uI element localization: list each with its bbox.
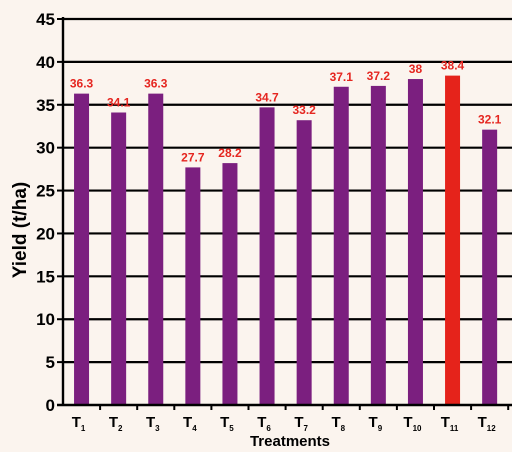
y-tick-label: 45 xyxy=(36,10,55,29)
bar-T1 xyxy=(74,93,90,406)
bars xyxy=(74,75,498,406)
bar-T6 xyxy=(259,107,275,406)
y-tick-label: 25 xyxy=(36,182,55,201)
y-tick-label: 40 xyxy=(36,53,55,72)
y-tick-label: 0 xyxy=(46,396,55,415)
bar-T4 xyxy=(185,167,201,405)
y-tick-label: 5 xyxy=(46,353,55,372)
data-label: 36.3 xyxy=(70,77,94,91)
data-label: 34.7 xyxy=(255,90,279,104)
data-label: 37.1 xyxy=(330,70,354,84)
bar-T3 xyxy=(148,93,164,406)
x-tick-label: T6 xyxy=(257,414,271,433)
data-label: 27.7 xyxy=(181,150,205,164)
data-label: 34.1 xyxy=(107,95,131,109)
x-tick-label: T10 xyxy=(403,414,422,433)
y-tick-label: 15 xyxy=(36,267,55,286)
bar-T2 xyxy=(111,112,127,406)
x-tick-label: T8 xyxy=(331,414,345,433)
bar-T7 xyxy=(296,120,312,406)
bar-T9 xyxy=(370,85,386,405)
x-tick-label: T9 xyxy=(369,414,383,433)
x-tick-label: T1 xyxy=(72,414,86,433)
data-label: 32.1 xyxy=(478,113,502,127)
data-label: 36.3 xyxy=(144,77,168,91)
x-tick-label: T12 xyxy=(478,414,497,433)
data-label: 33.2 xyxy=(292,103,316,117)
x-tick-label: T3 xyxy=(146,414,160,433)
gridlines xyxy=(63,17,512,364)
x-tick-label: T2 xyxy=(109,414,123,433)
axes xyxy=(57,17,512,410)
x-axis-title: Treatments xyxy=(250,433,330,450)
x-tick-label: T7 xyxy=(294,414,308,433)
bar-T11 xyxy=(445,75,461,405)
bar-T8 xyxy=(333,86,349,406)
labels: 0 5 10 15 20 25 30 35 40 45 36.3 T1 34.1 T2 36.3 T3 27.7… xyxy=(36,10,502,433)
bar-T5 xyxy=(222,163,238,405)
y-axis-title: Yield (t/ha) xyxy=(10,182,31,278)
x-tick-label: T11 xyxy=(441,414,459,433)
data-label: 38 xyxy=(409,62,423,76)
x-tick-label: T4 xyxy=(183,414,197,433)
y-tick-label: 35 xyxy=(36,96,55,115)
data-label: 38.4 xyxy=(441,59,465,73)
data-label: 28.2 xyxy=(218,146,242,160)
data-label: 37.2 xyxy=(367,69,391,83)
bar-T10 xyxy=(407,79,423,406)
y-tick-label: 20 xyxy=(36,224,55,243)
y-tick-label: 10 xyxy=(36,310,55,329)
x-tick-label: T5 xyxy=(220,414,234,433)
bar-T12 xyxy=(482,129,498,406)
y-tick-label: 30 xyxy=(36,139,55,158)
